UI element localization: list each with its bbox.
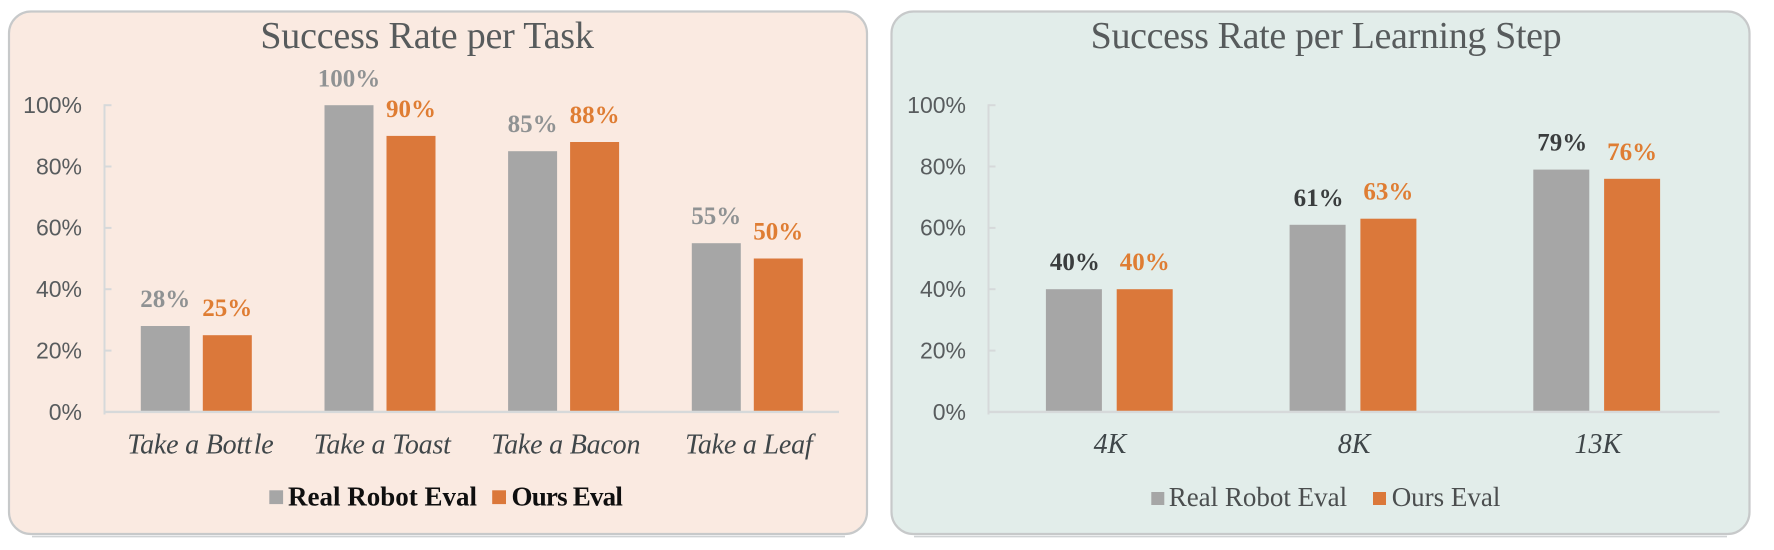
svg-text:80%: 80% [36,153,82,179]
svg-text:28%: 28% [140,286,190,313]
svg-text:80%: 80% [920,153,966,179]
svg-text:Success Rate per Task: Success Rate per Task [260,15,593,57]
svg-text:13K: 13K [1574,429,1622,460]
svg-text:88%: 88% [570,102,620,129]
svg-text:50%: 50% [753,219,803,246]
svg-text:100%: 100% [23,92,82,118]
svg-text:25%: 25% [202,295,252,322]
svg-text:Ours Eval: Ours Eval [512,482,624,512]
svg-text:100%: 100% [318,65,381,92]
svg-text:100%: 100% [907,92,966,118]
svg-text:85%: 85% [508,111,558,138]
svg-text:76%: 76% [1607,139,1657,166]
svg-text:40%: 40% [1120,249,1170,276]
svg-text:Take a Toast: Take a Toast [314,430,453,461]
svg-text:Success Rate per Learning Step: Success Rate per Learning Step [1091,15,1562,57]
svg-text:Take a Leaf: Take a Leaf [685,430,816,461]
svg-text:63%: 63% [1363,179,1413,206]
svg-text:20%: 20% [36,337,82,363]
svg-text:55%: 55% [691,203,741,230]
svg-text:90%: 90% [386,96,436,123]
svg-text:79%: 79% [1537,130,1587,157]
svg-text:40%: 40% [1050,249,1100,276]
svg-text:20%: 20% [920,337,966,363]
svg-text:0%: 0% [933,399,966,425]
svg-text:61%: 61% [1294,185,1344,212]
svg-text:0%: 0% [49,399,82,425]
svg-text:60%: 60% [36,215,82,241]
svg-text:40%: 40% [920,276,966,302]
svg-text:Take a Bott le: Take a Bott le [127,430,273,461]
svg-text:8K: 8K [1338,429,1372,460]
svg-text:Take a Bacon: Take a Bacon [491,430,640,461]
svg-text:40%: 40% [36,276,82,302]
svg-text:Real Robot Eval: Real Robot Eval [1169,482,1347,512]
svg-text:60%: 60% [920,215,966,241]
svg-text:Real Robot Eval: Real Robot Eval [288,482,477,512]
svg-text:4K: 4K [1094,429,1128,460]
svg-text:Ours Eval: Ours Eval [1392,482,1501,512]
